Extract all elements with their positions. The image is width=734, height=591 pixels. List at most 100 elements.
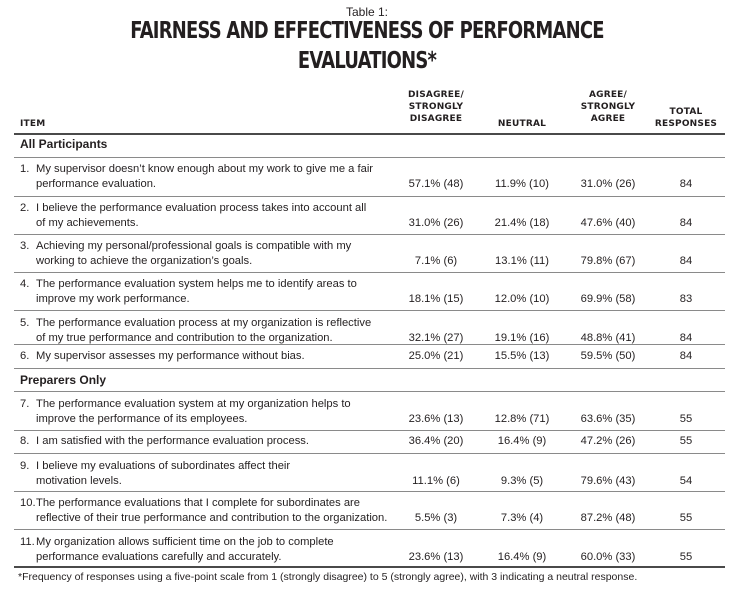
row-divider xyxy=(14,234,725,235)
header-disagree-line: STRONGLY xyxy=(408,102,464,112)
item-line: 5. The performance evaluation process at … xyxy=(20,316,400,331)
item-number: 5. xyxy=(20,317,30,329)
item-number: 8. xyxy=(20,435,30,447)
item-line: 10.The performance evaluations that I co… xyxy=(20,496,400,511)
cell-total: 55 xyxy=(679,435,693,447)
cell-neutral: 12.8% (71) xyxy=(494,413,550,425)
header-disagree-line: DISAGREE xyxy=(409,114,463,124)
item-text: My supervisor doesn’t know enough about … xyxy=(36,163,374,175)
header-total: TOTAL RESPONSES xyxy=(648,106,724,130)
table-caption: Table 1: xyxy=(345,5,389,19)
cell-disagree: 57.1% (48) xyxy=(408,178,464,190)
row-divider xyxy=(14,430,725,431)
cell-neutral: 19.1% (16) xyxy=(494,332,550,344)
cell-disagree: 36.4% (20) xyxy=(408,435,464,447)
row-divider xyxy=(14,491,725,492)
item-text-continued: working to achieve the organization’s go… xyxy=(36,255,253,267)
item-line: 4. The performance evaluation system help… xyxy=(20,277,400,292)
item-line: 9. I believe my evaluations of subordinat… xyxy=(20,459,400,474)
cell-agree: 47.6% (40) xyxy=(580,217,636,229)
row-divider xyxy=(14,272,725,273)
item-line: 11.My organization allows sufficient tim… xyxy=(20,535,400,550)
row-divider xyxy=(14,133,725,135)
table-row-item: 3. Achieving my personal/professional goa… xyxy=(20,239,400,269)
cell-disagree: 31.0% (26) xyxy=(408,217,464,229)
cell-disagree: 32.1% (27) xyxy=(408,332,464,344)
item-text-continued: performance evaluation. xyxy=(36,178,157,190)
cell-disagree: 18.1% (15) xyxy=(408,293,464,305)
cell-total: 55 xyxy=(679,551,693,563)
item-text: The performance evaluations that I compl… xyxy=(36,497,360,509)
table-row-item: 8. I am satisfied with the performance ev… xyxy=(20,434,400,449)
cell-total: 84 xyxy=(679,217,693,229)
cell-disagree: 23.6% (13) xyxy=(408,551,464,563)
footnote: *Frequency of responses using a five-poi… xyxy=(18,571,638,583)
item-text-continued: of my true performance and contribution … xyxy=(36,332,333,344)
table-row-item: 9. I believe my evaluations of subordinat… xyxy=(20,459,400,489)
item-text: My supervisor assesses my performance wi… xyxy=(36,350,305,362)
cell-agree: 79.8% (67) xyxy=(580,255,636,267)
item-line: 7. The performance evaluation system at m… xyxy=(20,397,400,412)
section-label: Preparers Only xyxy=(20,373,107,387)
row-divider xyxy=(14,310,725,311)
cell-disagree: 7.1% (6) xyxy=(414,255,458,267)
row-divider xyxy=(14,453,725,454)
section-label: All Participants xyxy=(20,137,108,151)
item-text-continued: performance evaluations carefully and ac… xyxy=(36,551,282,563)
item-number: 3. xyxy=(20,240,30,252)
cell-total: 84 xyxy=(679,178,693,190)
item-text-continued: motivation levels. xyxy=(36,475,122,487)
table-row-item: 7. The performance evaluation system at m… xyxy=(20,397,400,427)
cell-agree: 59.5% (50) xyxy=(580,350,636,362)
item-text: I believe my evaluations of subordinates… xyxy=(36,460,291,472)
item-line: 6. My supervisor assesses my performance … xyxy=(20,349,400,364)
item-text: My organization allows sufficient time o… xyxy=(36,536,334,548)
cell-agree: 31.0% (26) xyxy=(580,178,636,190)
cell-neutral: 21.4% (18) xyxy=(494,217,550,229)
header-disagree-line: DISAGREE/ xyxy=(408,90,464,100)
table-row-item: 1. My supervisor doesn’t know enough abou… xyxy=(20,162,400,192)
page-title: Fairness and Effectiveness of Performanc… xyxy=(130,18,604,74)
item-line: 2. I believe the performance evaluation p… xyxy=(20,201,400,216)
item-number: 7. xyxy=(20,398,30,410)
item-line: 1. My supervisor doesn’t know enough abou… xyxy=(20,162,400,177)
header-total-line: TOTAL xyxy=(669,107,703,117)
cell-total: 55 xyxy=(679,512,693,524)
header-agree: AGREE/ STRONGLY AGREE xyxy=(572,89,644,125)
row-divider xyxy=(14,391,725,392)
item-text-continued: improve my work performance. xyxy=(36,293,190,305)
row-divider xyxy=(14,368,725,369)
item-text: I am satisfied with the performance eval… xyxy=(36,435,309,447)
row-divider xyxy=(14,196,725,197)
item-number: 6. xyxy=(20,350,30,362)
item-text: The performance evaluation system helps … xyxy=(36,278,357,290)
cell-total: 84 xyxy=(679,255,693,267)
item-text: The performance evaluation system at my … xyxy=(36,398,351,410)
row-divider xyxy=(14,157,725,158)
cell-agree: 79.6% (43) xyxy=(580,475,636,487)
header-agree-line: AGREE/ xyxy=(588,90,628,100)
table-row-item: 4. The performance evaluation system help… xyxy=(20,277,400,307)
table-row-item: 5. The performance evaluation process at … xyxy=(20,316,400,346)
item-line: 3. Achieving my personal/professional goa… xyxy=(20,239,400,254)
item-text-continued: reflective of their true performance and… xyxy=(36,512,388,524)
cell-agree: 60.0% (33) xyxy=(580,551,636,563)
header-total-line: RESPONSES xyxy=(654,119,718,129)
cell-neutral: 16.4% (9) xyxy=(497,435,547,447)
cell-total: 54 xyxy=(679,475,693,487)
cell-neutral: 16.4% (9) xyxy=(497,551,547,563)
item-number: 4. xyxy=(20,278,30,290)
cell-agree: 63.6% (35) xyxy=(580,413,636,425)
item-text: Achieving my personal/professional goals… xyxy=(36,240,352,252)
cell-agree: 87.2% (48) xyxy=(580,512,636,524)
header-agree-line: AGREE xyxy=(590,114,626,124)
cell-total: 55 xyxy=(679,413,693,425)
cell-total: 84 xyxy=(679,332,693,344)
item-line: 8. I am satisfied with the performance ev… xyxy=(20,434,400,449)
item-text: The performance evaluation process at my… xyxy=(36,317,372,329)
header-item: ITEM xyxy=(20,119,46,129)
cell-total: 84 xyxy=(679,350,693,362)
row-divider xyxy=(14,344,725,345)
cell-neutral: 7.3% (4) xyxy=(500,512,544,524)
row-divider xyxy=(14,566,725,568)
